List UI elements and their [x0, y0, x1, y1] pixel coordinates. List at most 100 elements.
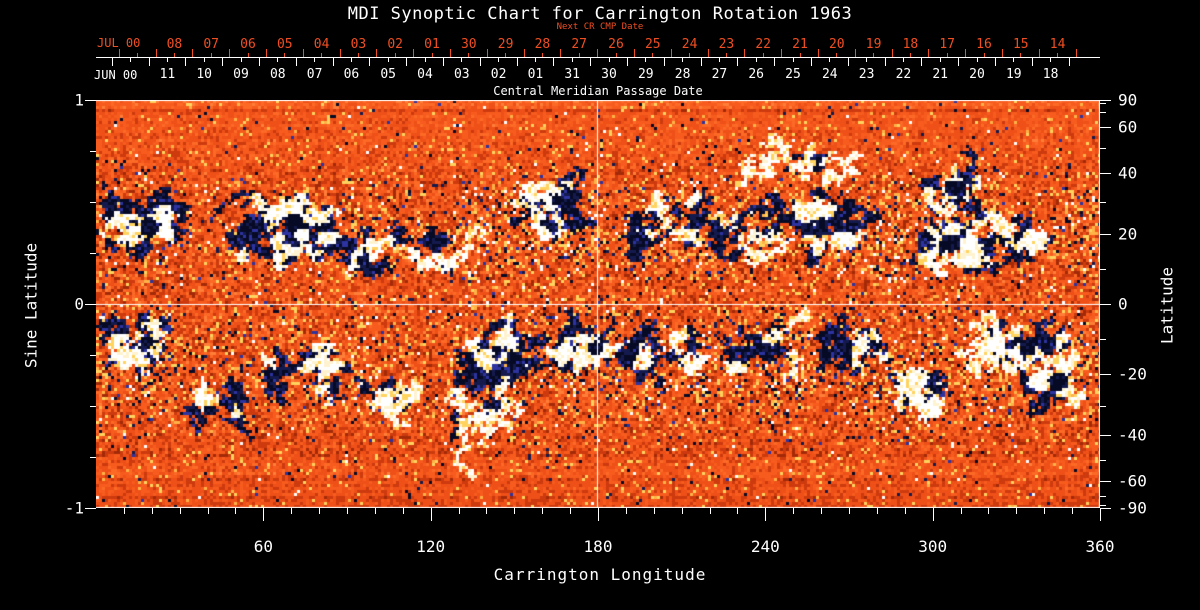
- longitude-minor-tick: [374, 508, 376, 514]
- next-cmp-day-label: 01: [424, 37, 440, 52]
- cmp-tick-current: [995, 57, 996, 66]
- cmp-tick-current: [332, 57, 334, 66]
- next-cmp-day-label: 24: [681, 37, 698, 52]
- latitude-major-tick: [1100, 373, 1111, 375]
- current-cmp-day-label: 09: [233, 67, 249, 82]
- cmp-tick-current: [1013, 57, 1015, 62]
- current-cmp-day-label: 28: [674, 67, 691, 82]
- cmp-tick-current: [976, 57, 978, 62]
- latitude-tick-label: 40: [1118, 163, 1138, 183]
- cmp-tick-next: [560, 49, 562, 57]
- longitude-tick-label: 180: [583, 537, 613, 556]
- latitude-major-tick: [1100, 172, 1111, 174]
- cmp-tick-current: [847, 57, 849, 66]
- latitude-minor-tick: [1100, 112, 1106, 114]
- longitude-minor-tick: [486, 508, 488, 514]
- next-cmp-day-label: 18: [902, 37, 919, 52]
- cmp-tick-next: [505, 53, 507, 57]
- latitude-major-tick: [1100, 234, 1111, 236]
- cmp-tick-next: [192, 49, 194, 57]
- cmp-tick-current: [700, 57, 702, 66]
- next-cmp-day-label: 27: [571, 37, 588, 52]
- current-cmp-day-label: 24: [821, 67, 838, 82]
- cmp-tick-next: [376, 49, 378, 57]
- cmp-tick-next: [818, 49, 819, 57]
- cmp-tick-current: [111, 57, 113, 66]
- next-cmp-day-label: 29: [497, 37, 514, 52]
- latitude-minor-tick: [1100, 504, 1106, 506]
- cmp-tick-current: [755, 57, 757, 62]
- next-cmp-day-label: 20: [828, 37, 845, 52]
- sine-latitude-tick-label: 1: [74, 90, 84, 110]
- longitude-minor-tick: [821, 508, 823, 514]
- cmp-tick-next: [394, 53, 396, 57]
- longitude-minor-tick: [123, 508, 125, 514]
- next-cmp-day-label: 28: [534, 37, 551, 52]
- cmp-tick-current: [148, 57, 150, 66]
- next-cmp-day-label: 21: [792, 37, 808, 52]
- latitude-minor-tick: [1100, 495, 1106, 497]
- cmp-date-axis-title: Central Meridian Passage Date: [493, 84, 703, 98]
- cmp-tick-next: [413, 49, 415, 57]
- carrington-longitude-axis-title: Carrington Longitude: [493, 565, 707, 584]
- sine-latitude-minor-tick: [90, 253, 96, 254]
- cmp-tick-current: [406, 57, 408, 66]
- longitude-minor-tick: [347, 508, 348, 514]
- cmp-tick-next: [965, 49, 967, 57]
- next-cmp-day-label: 30: [460, 37, 477, 52]
- cmp-tick-next: [229, 49, 231, 57]
- current-cmp-day-label: 20: [969, 67, 985, 82]
- longitude-minor-tick: [625, 508, 627, 514]
- latitude-major-tick: [1100, 100, 1111, 101]
- longitude-minor-tick: [709, 508, 711, 514]
- sine-latitude-minor-tick: [90, 406, 96, 407]
- longitude-minor-tick: [319, 508, 321, 514]
- cmp-tick-current: [295, 57, 297, 66]
- cmp-tick-next: [689, 53, 691, 57]
- cmp-tick-next: [1002, 49, 1003, 57]
- cmp-tick-current: [130, 57, 132, 62]
- latitude-tick-label: -60: [1118, 471, 1147, 491]
- latitude-minor-tick: [1100, 339, 1106, 341]
- latitude-major-tick: [1100, 304, 1111, 305]
- cmp-tick-current: [351, 57, 352, 62]
- current-cmp-day-label: 25: [785, 67, 801, 82]
- cmp-tick-next: [284, 53, 286, 57]
- cmp-tick-next: [854, 49, 856, 57]
- next-cmp-day-label: 22: [755, 37, 772, 52]
- cmp-tick-next: [578, 53, 580, 57]
- cmp-tick-next: [799, 53, 801, 57]
- current-rotation-month-label: JUN 00: [94, 68, 138, 82]
- longitude-major-tick: [1100, 508, 1101, 521]
- longitude-major-tick: [765, 508, 767, 521]
- cmp-tick-next: [928, 49, 930, 57]
- next-cmp-day-label: 07: [203, 37, 220, 52]
- longitude-major-tick: [263, 508, 265, 521]
- cmp-tick-next: [891, 49, 893, 57]
- cmp-tick-current: [811, 57, 812, 66]
- latitude-tick-label: 60: [1118, 117, 1138, 137]
- cmp-tick-current: [535, 57, 536, 62]
- cmp-tick-next: [118, 49, 120, 57]
- cmp-tick-current: [516, 57, 518, 66]
- cmp-tick-next: [983, 53, 985, 57]
- cmp-tick-current: [627, 57, 628, 66]
- longitude-minor-tick: [849, 508, 850, 514]
- cmp-tick-current: [903, 57, 904, 62]
- current-cmp-day-label: 30: [601, 67, 617, 82]
- cmp-tick-next: [707, 49, 709, 57]
- latitude-minor-tick: [1100, 103, 1106, 105]
- cmp-tick-current: [719, 57, 720, 62]
- cmp-tick-next: [210, 53, 212, 57]
- latitude-major-tick: [1100, 480, 1111, 482]
- sine-latitude-tick-label: -1: [64, 498, 84, 518]
- latitude-tick-label: -90: [1118, 498, 1147, 518]
- next-cmp-day-label: 05: [276, 37, 293, 52]
- cmp-tick-current: [387, 57, 389, 62]
- sine-latitude-major-tick: [85, 100, 96, 101]
- cmp-tick-current: [222, 57, 224, 66]
- next-cmp-day-label: 26: [608, 37, 624, 52]
- next-rotation-month-label: JUL 00: [97, 36, 141, 50]
- cmp-tick-current: [774, 57, 776, 66]
- next-cmp-day-label: 25: [644, 37, 661, 52]
